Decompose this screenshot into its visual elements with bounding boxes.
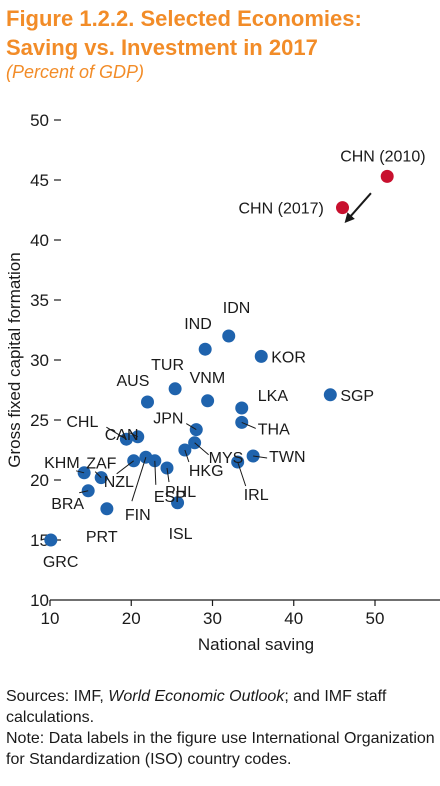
x-tick-label: 40 [284, 609, 303, 628]
x-tick-label: 10 [41, 609, 60, 628]
point-label: THA [258, 421, 290, 438]
sources-note: Sources: IMF, World Economic Outlook; an… [6, 686, 436, 728]
point-label: IND [184, 316, 212, 333]
x-axis-title: National saving [198, 635, 314, 654]
point-label: IRL [244, 487, 269, 504]
leader-line [154, 460, 157, 485]
y-tick-label: 25 [30, 411, 49, 430]
leader-line [129, 432, 138, 438]
figure-title: Figure 1.2.2. Selected Economies: Saving… [6, 4, 436, 62]
point-label: FIN [125, 507, 151, 524]
figure-subtitle: (Percent of GDP) [6, 62, 145, 82]
point-label: CHL [66, 414, 98, 431]
point-label: AUS [117, 373, 150, 390]
leader-line [116, 460, 134, 475]
data-point [100, 502, 114, 516]
leader-line [131, 457, 147, 502]
chart-axes: 10 15 20 25 30 35 40 45 50 10 20 30 40 50 National sav… [5, 111, 440, 654]
y-tick-label: 10 [30, 591, 49, 610]
point-label: LKA [258, 388, 289, 405]
y-axis-title: Gross fixed capital formation [5, 252, 24, 467]
sources-suffix: ; and IMF staff calculations. [6, 688, 387, 726]
point-label: ESP [154, 489, 186, 506]
y-tick-label: 30 [30, 351, 49, 370]
leader-line [184, 449, 190, 463]
point-label: TWN [269, 449, 305, 466]
point-label: NZL [104, 474, 134, 491]
y-tick-label: 20 [30, 471, 49, 490]
chn-arrow [344, 192, 372, 224]
x-tick-label: 30 [203, 609, 222, 628]
leader-line [194, 442, 209, 456]
y-tick-label: 50 [30, 111, 49, 130]
point-label: PHL [165, 484, 196, 501]
data-point [222, 329, 236, 343]
sources-prefix: Sources: IMF, [6, 688, 109, 705]
point-label: PRT [86, 529, 118, 546]
data-point [198, 342, 212, 356]
point-label: IDN [223, 300, 251, 317]
point-label: BRA [51, 496, 84, 513]
leader-line [76, 470, 85, 474]
point-label: KHM [44, 455, 80, 472]
point-label: KOR [271, 349, 306, 366]
figure-notes: Sources: IMF, World Economic Outlook; an… [6, 686, 436, 770]
point-label: GRC [43, 554, 79, 571]
point-label: CHN (2017) [239, 201, 324, 218]
point-label: SGP [340, 388, 374, 405]
leader-line [166, 467, 170, 483]
leader-line [253, 455, 268, 459]
point-label: CHN (2010) [340, 148, 425, 165]
data-point [336, 201, 349, 215]
data-point [168, 382, 182, 396]
data-point [235, 401, 249, 415]
y-tick-label: 35 [30, 291, 49, 310]
leader-line [79, 490, 89, 494]
data-point [201, 394, 215, 408]
point-label: JPN [153, 411, 183, 428]
figure-title-line1: Figure 1.2.2. Selected Economies: [6, 6, 362, 31]
y-tick-label: 15 [30, 531, 49, 550]
point-label: ZAF [86, 456, 116, 473]
figure-title-line2: Saving vs. Investment in 2017 [6, 35, 318, 60]
data-point [171, 496, 185, 510]
point-label: HKG [189, 463, 224, 480]
x-tick-label: 50 [366, 609, 385, 628]
point-label: TUR [151, 357, 184, 374]
leader-line [237, 461, 247, 487]
leader-line [241, 421, 256, 429]
point-label: ISL [169, 526, 193, 543]
leader-line [94, 471, 102, 478]
leader-line [185, 423, 197, 431]
y-tick-label: 45 [30, 171, 49, 190]
x-tick-label: 20 [122, 609, 141, 628]
point-label: MYS [209, 450, 244, 467]
sources-italic: World Economic Outlook [108, 688, 285, 705]
scatter-chart: 10 15 20 25 30 35 40 45 50 10 20 30 40 50 National sav… [5, 111, 440, 654]
point-label: CAN [105, 427, 139, 444]
point-label: VNM [190, 370, 226, 387]
data-point [44, 533, 58, 547]
leader-line [106, 426, 127, 440]
iso-note: Note: Data labels in the figure use Inte… [6, 730, 435, 768]
data-point [380, 169, 394, 183]
chart-points [44, 169, 394, 547]
data-point [254, 349, 268, 363]
data-point [323, 388, 337, 402]
y-tick-label: 40 [30, 231, 49, 250]
data-point [141, 395, 154, 409]
